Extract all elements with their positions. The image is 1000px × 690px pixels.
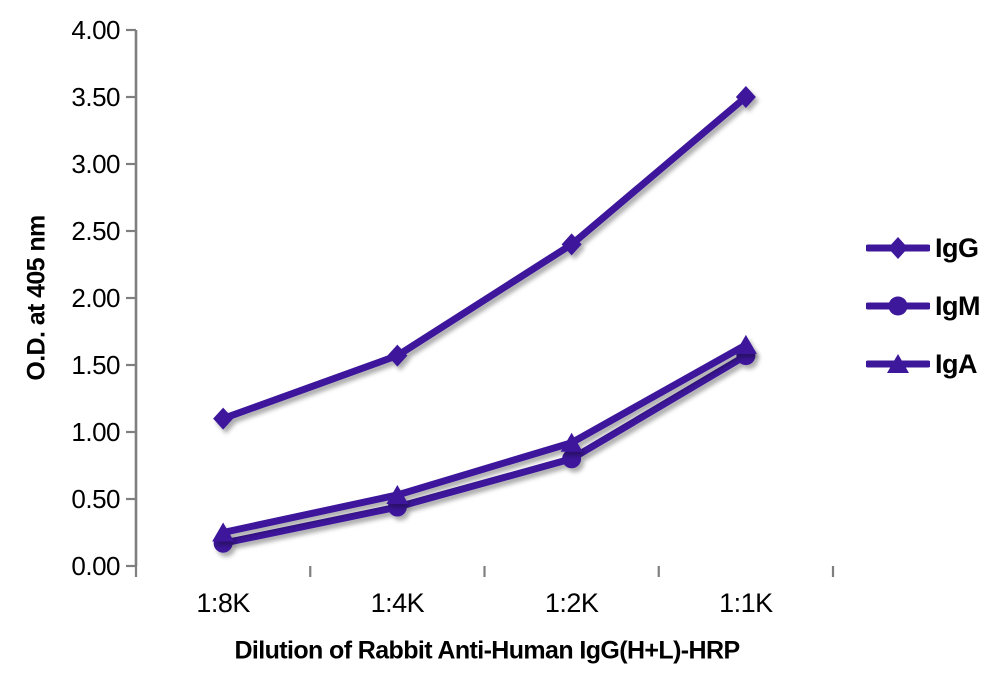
data-series — [212, 86, 757, 553]
legend-item-IgG: IgG — [866, 234, 980, 262]
IgG-marker-diamond-icon — [387, 344, 408, 367]
legend-marker — [888, 237, 908, 259]
x-axis-title: Dilution of Rabbit Anti-Human IgG(H+L)-H… — [234, 636, 740, 665]
igg-legend-diamond-icon — [866, 237, 930, 259]
iga-legend-triangle-icon — [866, 354, 930, 373]
IgG-marker-diamond-icon — [213, 407, 234, 430]
y-tick-label: 4.00 — [71, 15, 120, 45]
tick-labels: 0.00 0.50 1.00 1.50 2.00 2.50 3.00 3.50 4.00 1:8K… — [71, 15, 773, 618]
series-IgG — [213, 86, 756, 430]
legend-marker — [887, 354, 909, 373]
x-category-label: 1:2K — [545, 588, 599, 618]
IgG-marker-diamond-icon — [735, 86, 756, 108]
y-tick-label: 0.50 — [71, 484, 120, 514]
legend-label-IgM: IgM — [935, 290, 981, 321]
y-tick-label: 2.50 — [71, 216, 120, 246]
x-category-label: 1:4K — [371, 588, 425, 618]
IgA-marker-triangle-icon — [734, 334, 757, 354]
legend-label-IgA: IgA — [935, 348, 978, 379]
legend-marker — [888, 296, 908, 316]
series-line-IgG — [219, 93, 750, 423]
IgM-marker-circle-icon — [562, 449, 582, 469]
x-category-label: 1:8K — [196, 588, 250, 618]
legend: IgG IgM IgA — [866, 234, 981, 378]
y-tick-label: 2.00 — [71, 283, 120, 313]
igm-legend-circle-icon — [866, 296, 930, 316]
IgG-marker-diamond-icon — [561, 233, 582, 256]
IgA-marker-triangle-icon — [560, 432, 583, 452]
legend-item-IgA: IgA — [866, 350, 980, 378]
y-tick-label: 0.00 — [71, 551, 120, 581]
series-line-IgM — [219, 352, 750, 547]
y-tick-label: 1.00 — [71, 417, 120, 447]
legend-label-IgG: IgG — [935, 232, 979, 263]
legend-item-IgM: IgM — [866, 290, 981, 321]
series-IgA — [212, 334, 757, 542]
x-category-label: 1:1K — [719, 588, 773, 618]
IgA-marker-triangle-icon — [386, 484, 409, 504]
y-tick-label: 1.50 — [71, 350, 120, 380]
y-tick-label: 3.50 — [71, 82, 120, 112]
y-tick-label: 3.00 — [71, 149, 120, 179]
axes — [126, 28, 835, 577]
y-axis-title: O.D. at 405 nm — [22, 215, 51, 381]
IgA-marker-triangle-icon — [212, 522, 235, 542]
series-line-IgA — [219, 341, 750, 536]
series-IgM — [213, 346, 756, 553]
